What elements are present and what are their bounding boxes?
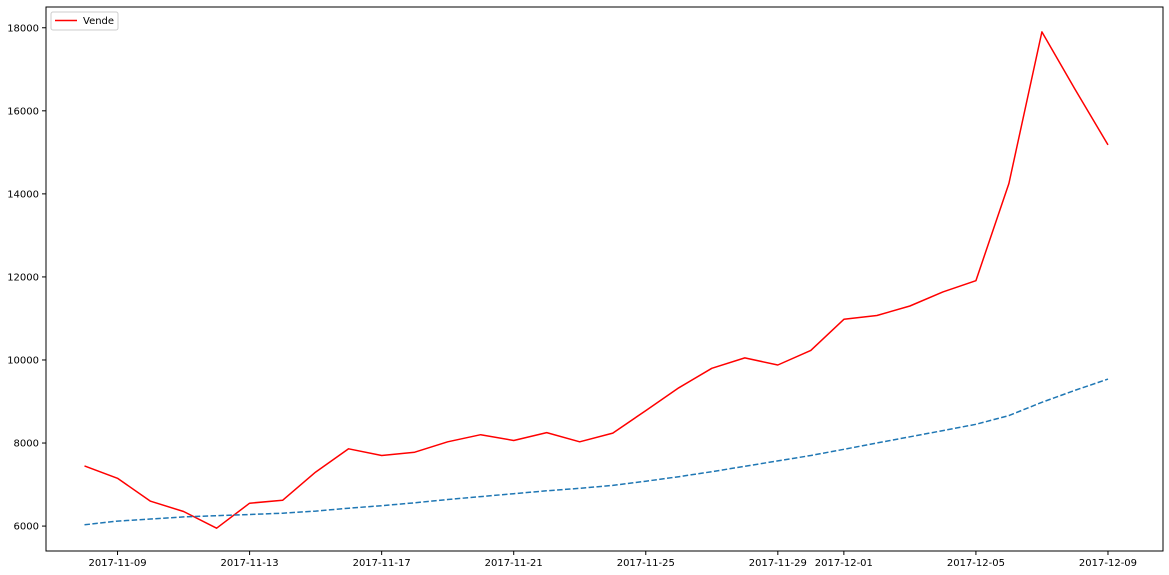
y-tick-label: 12000 — [7, 272, 39, 283]
x-tick-label: 2017-12-05 — [947, 558, 1005, 569]
x-tick-label: 2017-11-29 — [749, 558, 807, 569]
series-layer — [84, 31, 1109, 529]
x-tick-label: 2017-12-09 — [1079, 558, 1137, 569]
y-tick-label: 16000 — [7, 106, 39, 117]
y-tick-label: 14000 — [7, 189, 39, 200]
x-tick-label: 2017-11-09 — [88, 558, 146, 569]
x-tick-label: 2017-11-17 — [353, 558, 411, 569]
y-tick-label: 8000 — [14, 439, 39, 450]
x-axis: 2017-11-09 2017-11-13 2017-11-17 2017-11-21… — [88, 551, 1137, 569]
series-line-vende — [84, 31, 1109, 529]
x-tick-label: 2017-11-25 — [617, 558, 675, 569]
plot-area — [45, 6, 1164, 552]
y-axis: 6000 8000 10000 12000 14000 16000 18000 — [7, 23, 46, 533]
x-tick-label: 2017-11-21 — [485, 558, 543, 569]
y-tick-label: 18000 — [7, 23, 39, 34]
legend: Vende — [50, 11, 119, 31]
y-tick-label: 10000 — [7, 355, 39, 366]
legend-label-vende: Vende — [83, 16, 114, 27]
y-tick-label: 6000 — [14, 522, 39, 533]
series-line-1 — [84, 378, 1109, 526]
x-tick-label: 2017-11-13 — [221, 558, 279, 569]
x-tick-label: 2017-12-01 — [815, 558, 873, 569]
legend-box — [50, 11, 119, 31]
